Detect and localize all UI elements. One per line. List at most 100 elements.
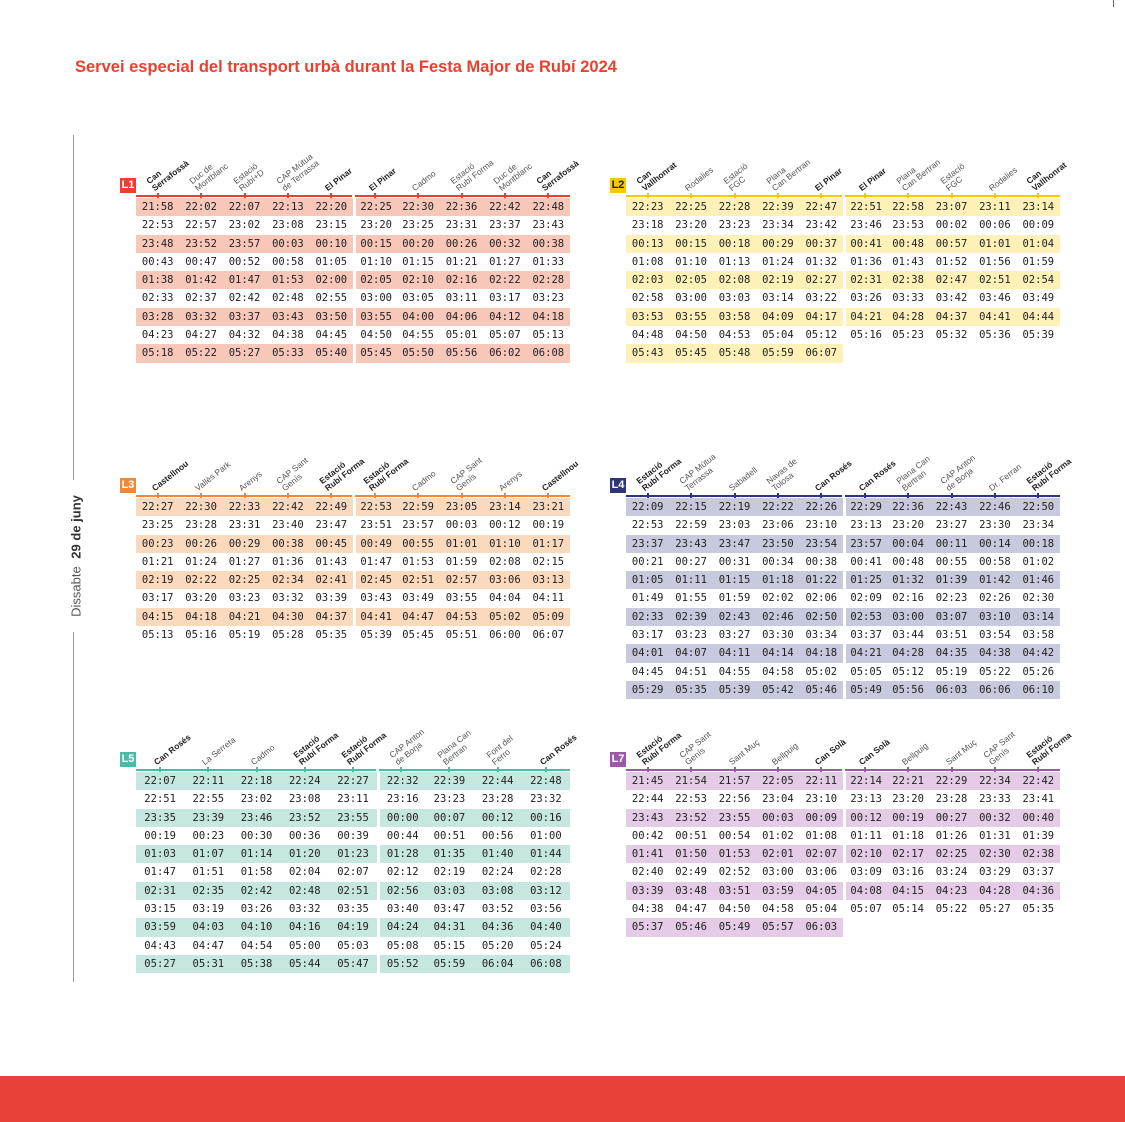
departure-time: 05:04 [805,903,838,916]
departure-time: 05:43 [626,344,670,363]
departure-time: 23:04 [762,793,794,806]
departure-time: 05:03 [337,939,369,952]
departure-time: 05:09 [526,607,570,627]
departure-time: 22:23 [626,198,670,217]
departure-time: 02:33 [626,607,670,627]
departure-time: 02:48 [280,881,329,901]
departure-time: 05:13 [532,329,565,342]
route-direction-gap [375,768,379,772]
departure-time: 01:21 [141,555,174,568]
departure-time: 04:42 [1016,644,1060,663]
departure-time: 01:50 [669,845,713,864]
departure-time: 00:23 [192,829,225,842]
departure-time: 23:13 [843,790,886,809]
departure-time: 01:01 [973,234,1017,253]
departure-time: 03:58 [1022,629,1055,642]
departure-time: 01:47 [222,271,267,290]
stop-name: CAP Anton de Borja [387,726,427,767]
departure-time: 01:02 [762,829,794,842]
departure-time: 04:32 [228,329,261,342]
departure-time: 03:32 [288,903,321,916]
departure-time: 22:30 [179,498,223,517]
route-direction-gap [351,194,355,198]
departure-time: 02:16 [439,271,484,290]
departure-time: 23:33 [979,793,1011,806]
departure-time: 23:47 [315,519,348,532]
departure-time: 01:24 [185,555,217,568]
departure-time: 02:25 [929,845,974,864]
departure-time: 04:03 [184,918,233,937]
departure-time: 01:53 [402,555,434,568]
line-badge: L4 [610,478,626,493]
departure-time: 22:42 [483,198,527,217]
stop-name: Castellnou [540,458,581,493]
departure-time: 00:09 [1022,219,1055,232]
departure-time: 23:28 [481,793,514,806]
line-block-l4: L4 Estació Rubí Forma CAP Mútua Terrassa Sa… [608,428,1074,700]
departure-time: 06:03 [799,918,843,937]
departure-time: 03:39 [315,592,348,605]
departure-time [930,344,973,362]
departure-time: 03:49 [402,592,434,605]
departure-time: 02:45 [353,571,397,590]
departure-time: 05:15 [433,939,466,952]
stop-name: Rodalies [986,164,1019,193]
departure-time: 05:44 [280,954,329,974]
departure-time: 23:42 [805,219,838,232]
stop-name: Can Serrafossà [143,158,191,193]
departure-time: 23:08 [288,793,321,806]
route-line [136,769,570,771]
departure-time: 01:03 [136,845,185,864]
departure-time: 22:02 [179,198,223,217]
departure-time: 04:37 [309,607,353,627]
departure-time: 01:53 [712,845,757,864]
departure-time: 05:39 [712,680,757,700]
departure-time: 00:21 [631,555,664,568]
departure-time: 01:59 [1022,255,1055,268]
departure-time: 23:10 [805,793,838,806]
departure-time: 22:24 [280,772,329,791]
departure-time: 23:14 [1016,198,1060,217]
departure-time: 00:55 [935,555,968,568]
departure-time: 22:30 [396,198,440,217]
stop-name: Can Vallhonrat [1024,159,1069,193]
departure-time: 02:51 [396,571,440,590]
departure-time: 03:46 [979,292,1011,305]
stop-name: Estació Rubí+D [230,160,266,193]
departure-time: 05:42 [756,680,800,700]
departure-time: 00:26 [439,234,484,253]
departure-time: 01:26 [935,829,968,842]
departure-time: 22:14 [843,772,887,791]
side-day: Dissabte [68,566,84,617]
departure-time: 23:46 [843,216,886,235]
departure-time: 03:13 [526,571,570,590]
departure-time: 00:11 [929,534,974,553]
stop-name: Estació Rubí Forma [1024,730,1074,767]
departure-time: 03:33 [892,292,924,305]
stop-name: CAP Sant Genís [447,455,484,493]
departure-time: 01:41 [626,845,670,864]
departure-time: 23:34 [1022,519,1055,532]
departure-time: 01:08 [805,829,838,842]
departure-time: 03:53 [626,307,670,327]
departure-time: 01:15 [712,571,757,590]
departure-time: 05:02 [483,607,527,627]
departure-time: 05:46 [799,680,843,700]
departure-time: 00:29 [756,234,800,253]
departure-time: 04:30 [266,607,310,627]
route-direction-gap [841,194,845,198]
departure-time: 02:38 [1016,845,1060,864]
departure-time: 03:23 [675,629,707,642]
departure-time: 01:05 [315,255,348,268]
departure-time: 04:50 [718,903,751,916]
departure-time: 02:07 [337,866,369,879]
departure-time: 22:05 [756,772,800,791]
departure-time: 01:01 [439,534,484,553]
departure-time: 00:39 [337,829,369,842]
departure-time: 05:47 [328,954,378,974]
departure-time: 04:18 [799,644,843,663]
stop-name: Dr. Ferran [986,461,1024,493]
departure-time: 23:54 [799,534,843,553]
departure-time: 00:30 [240,829,273,842]
stop-name: CAP Mútua Terrassa [677,451,718,493]
